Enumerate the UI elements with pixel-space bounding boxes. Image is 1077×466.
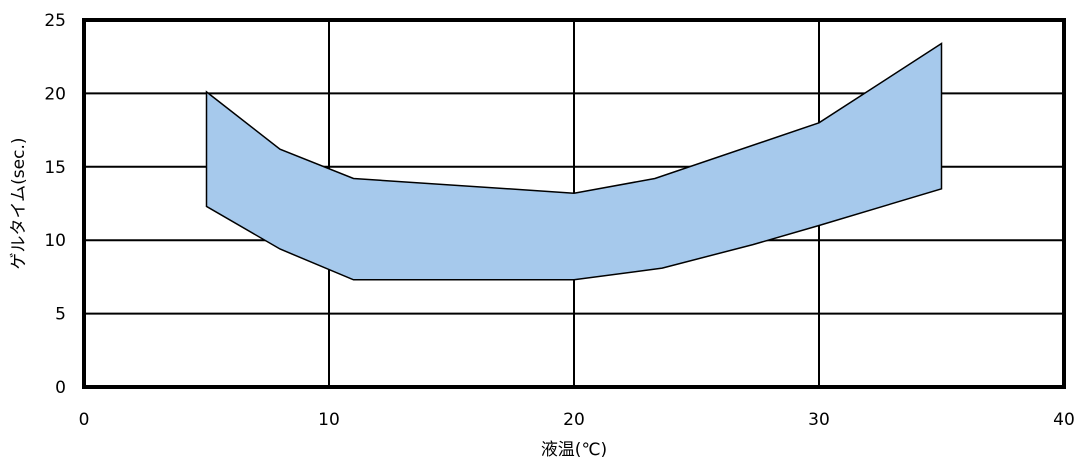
- x-tick-label-10: 10: [318, 410, 340, 430]
- y-tick-label-10: 10: [44, 231, 66, 251]
- y-tick-label-15: 15: [44, 158, 66, 178]
- y-tick-label-0: 0: [55, 378, 66, 398]
- y-tick-label-25: 25: [44, 11, 66, 31]
- x-axis-title: 液温(℃): [541, 440, 607, 460]
- x-tick-label-0: 0: [79, 410, 90, 430]
- x-tick-label-20: 20: [563, 410, 585, 430]
- x-tick-label-30: 30: [808, 410, 830, 430]
- y-tick-label-20: 20: [44, 84, 66, 104]
- x-axis-ticks: 0 10 20 30 40: [79, 410, 1075, 430]
- x-tick-label-40: 40: [1053, 410, 1075, 430]
- y-axis-ticks: 0 5 10 15 20 25: [44, 11, 66, 398]
- y-axis-title: ゲルタイム(sec.): [9, 138, 29, 270]
- y-tick-label-5: 5: [55, 305, 66, 325]
- gel-time-band: [205, 42, 943, 281]
- gel-time-range-area: [205, 42, 943, 281]
- plot-area-frame: [82, 18, 1066, 389]
